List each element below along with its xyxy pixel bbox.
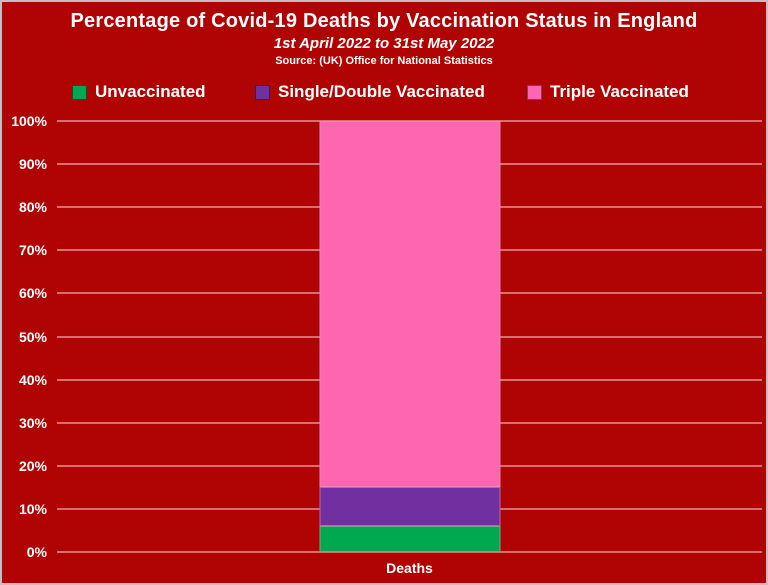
y-tick-label-50: 50%: [18, 328, 47, 345]
stacked-bar: [319, 121, 500, 552]
gridline-0: [57, 551, 762, 553]
legend-swatch-icon: [72, 84, 87, 100]
y-tick-label-40: 40%: [18, 371, 47, 388]
legend: Unvaccinated Single/Double Vaccinated Trip…: [2, 82, 766, 104]
bar-segment-single-double-vaccinated: [319, 487, 500, 527]
y-tick-label-70: 70%: [18, 242, 47, 259]
legend-label: Triple Vaccinated: [550, 82, 689, 101]
y-tick-label-80: 80%: [18, 199, 47, 216]
legend-swatch-icon: [527, 84, 542, 100]
y-tick-label-100: 100%: [11, 113, 47, 129]
y-tick-label-0: 0%: [26, 544, 47, 560]
legend-swatch-icon: [255, 84, 270, 100]
plot-area: 0% 10% 20% 30% 40% 50% 60% 70% 80% 90% 100%: [11, 114, 762, 559]
gridline-100: [57, 120, 762, 122]
chart-source-note: Source: (UK) Office for National Statist…: [275, 55, 493, 67]
legend-label: Unvaccinated: [95, 82, 206, 101]
y-tick-label-60: 60%: [18, 285, 47, 302]
legend-item-triple-vaccinated: Triple Vaccinated: [527, 82, 689, 102]
x-axis-category-label: Deaths: [386, 560, 433, 576]
chart-subtitle: 1st April 2022 to 31st May 2022: [273, 35, 495, 52]
y-tick-label-20: 20%: [18, 457, 47, 474]
legend-item-single-double-vaccinated: Single/Double Vaccinated: [255, 82, 485, 102]
legend-label: Single/Double Vaccinated: [278, 82, 485, 101]
legend-item-unvaccinated: Unvaccinated: [72, 82, 206, 102]
chart-title: Percentage of Covid-19 Deaths by Vaccina…: [70, 10, 698, 32]
bar-segment-triple-vaccinated: [319, 121, 500, 488]
bar-segment-unvaccinated: [319, 526, 500, 552]
y-tick-label-30: 30%: [18, 414, 47, 431]
y-tick-label-90: 90%: [18, 156, 47, 173]
y-tick-label-10: 10%: [18, 500, 47, 517]
